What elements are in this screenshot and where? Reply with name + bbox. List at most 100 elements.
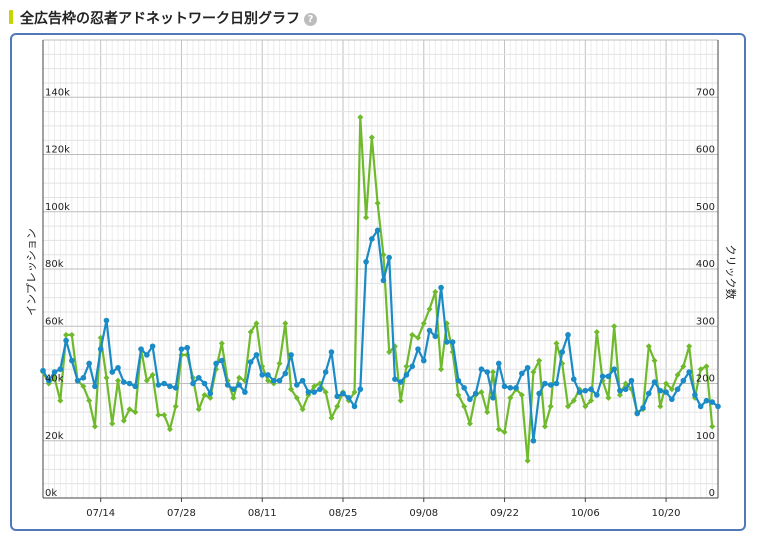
series-point-0 — [120, 379, 127, 385]
series-point-0 — [161, 380, 167, 387]
series-point-0 — [115, 364, 121, 371]
series-point-1 — [495, 426, 502, 433]
series-point-0 — [478, 366, 485, 372]
series-point-0 — [657, 387, 664, 394]
x-tick-label: 07/14 — [86, 508, 115, 519]
series-point-1 — [501, 429, 508, 436]
series-point-1 — [420, 320, 427, 327]
x-tick-label: 07/28 — [167, 508, 196, 519]
help-icon[interactable]: ? — [304, 13, 317, 26]
series-point-0 — [357, 386, 364, 393]
series-point-1 — [530, 369, 537, 376]
x-tick-label: 08/25 — [329, 508, 358, 519]
series-point-0 — [288, 352, 294, 358]
y-tick-label: 20k — [45, 431, 64, 442]
series-point-1 — [299, 406, 306, 413]
series-point-0 — [45, 377, 52, 384]
series-point-1 — [536, 357, 543, 364]
series-point-0 — [634, 410, 641, 417]
series-point-1 — [149, 371, 156, 378]
series-point-0 — [519, 370, 525, 377]
series-point-0 — [276, 377, 283, 384]
series-point-0 — [559, 349, 566, 355]
series-point-0 — [674, 386, 681, 393]
series-point-0 — [588, 386, 594, 393]
series-point-1 — [276, 360, 283, 367]
series-point-0 — [461, 384, 467, 391]
series-point-0 — [380, 277, 387, 284]
series-point-0 — [472, 390, 479, 397]
series-point-1 — [120, 417, 127, 424]
series-point-1 — [409, 331, 416, 338]
series-point-1 — [478, 389, 485, 396]
grid-horizontal — [43, 39, 718, 499]
series-point-1 — [616, 391, 623, 398]
series-point-0 — [247, 359, 254, 365]
series-point-1 — [288, 386, 295, 393]
y2-tick-label: 0 — [709, 488, 715, 499]
series-point-0 — [703, 397, 710, 404]
series-point-0 — [242, 389, 248, 395]
series-point-1 — [426, 306, 433, 313]
series-point-0 — [259, 372, 266, 378]
series-point-0 — [57, 366, 64, 372]
series-point-0 — [149, 343, 156, 350]
series-point-1 — [651, 357, 658, 364]
y-tick-label: 120k — [45, 145, 70, 156]
series-point-1 — [80, 383, 87, 390]
series-point-1 — [236, 374, 243, 381]
series-point-1 — [103, 374, 110, 381]
series-point-0 — [224, 382, 231, 388]
series-point-0 — [132, 383, 139, 390]
series-point-1 — [247, 328, 254, 335]
series-point-0 — [69, 357, 75, 364]
series-point-0 — [686, 369, 692, 375]
y2-tick-label: 700 — [696, 87, 715, 98]
series-point-1 — [293, 394, 300, 401]
series-point-0 — [426, 327, 433, 334]
series-point-1 — [397, 397, 404, 404]
series-point-1 — [172, 403, 179, 410]
series-point-0 — [536, 390, 542, 397]
header-accent-bar — [9, 10, 13, 24]
series-point-0 — [92, 383, 98, 390]
series-point-0 — [230, 386, 237, 393]
series-point-1 — [68, 331, 75, 338]
series-point-0 — [351, 403, 358, 410]
series-point-1 — [582, 403, 589, 410]
series-point-0 — [74, 377, 81, 384]
series-point-0 — [363, 259, 369, 265]
series-point-0 — [172, 384, 179, 391]
series-point-1 — [207, 394, 214, 401]
series-point-1 — [166, 426, 173, 433]
series-point-0 — [144, 352, 150, 358]
series-point-0 — [553, 380, 560, 387]
series-point-1 — [680, 363, 687, 370]
series-point-1 — [507, 394, 514, 401]
x-tick-label: 09/22 — [490, 508, 519, 519]
y2-tick-label: 200 — [696, 374, 715, 385]
series-point-1 — [484, 409, 491, 416]
series-point-0 — [334, 393, 341, 400]
series-point-0 — [86, 360, 92, 367]
series-point-1 — [605, 394, 612, 401]
series-point-0 — [490, 395, 496, 401]
series-point-0 — [576, 389, 583, 395]
series-point-0 — [299, 377, 306, 384]
series-point-0 — [640, 405, 646, 411]
series-point-0 — [397, 379, 404, 385]
series-point-1 — [518, 391, 525, 398]
series-line-0 — [42, 229, 719, 442]
series-point-1 — [645, 343, 652, 350]
series-point-0 — [611, 366, 617, 372]
series-point-0 — [374, 227, 381, 234]
y-tick-label: 100k — [45, 202, 70, 213]
series-point-0 — [317, 386, 323, 393]
series-point-1 — [91, 423, 98, 430]
series-point-1 — [328, 414, 335, 421]
series-point-1 — [195, 406, 202, 413]
series-point-1 — [368, 134, 375, 141]
series-point-0 — [282, 370, 289, 377]
series-point-0 — [63, 337, 69, 344]
